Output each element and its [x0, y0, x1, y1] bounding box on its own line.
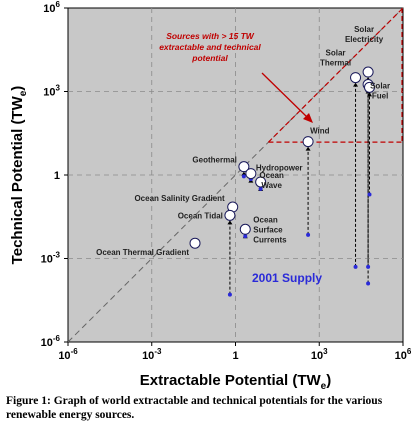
x-ticks: 10-6 10-3 1 103 106	[58, 342, 412, 362]
x-tick-label: 1	[232, 350, 238, 362]
supply-point	[306, 232, 311, 237]
source-point	[245, 168, 257, 180]
y-tick-label: 1	[54, 170, 60, 182]
supply-label: 2001 Supply	[252, 271, 322, 285]
supply-point	[366, 281, 371, 286]
y-ticks: 106 103 1 10-3 10-6	[41, 0, 68, 349]
grid-lines	[68, 8, 403, 342]
source-label: Wave	[261, 181, 282, 190]
threshold-region	[261, 7, 404, 143]
source-label: Electricity	[345, 35, 384, 44]
chart: SolarElectricitySolarThermalSolarFuelWin…	[9, 0, 412, 392]
source-point	[238, 161, 250, 173]
supply-arrowhead	[241, 171, 247, 176]
annotation-line: extractable and technical	[159, 42, 261, 52]
source-label: Ocean	[259, 171, 284, 180]
supply-arrowhead	[227, 220, 233, 225]
source-label: Solar	[326, 49, 346, 58]
supply-point	[227, 292, 232, 297]
x-axis-label: Extractable Potential (TWe)	[140, 372, 331, 392]
y-tick-label: 10-6	[41, 334, 61, 349]
y-axis-label: Technical Potential (TWe)	[9, 86, 29, 265]
supply-arrowhead	[305, 146, 311, 151]
source-label: Thermal	[320, 59, 351, 68]
diagonal-line	[67, 7, 404, 343]
supply-point	[241, 174, 246, 179]
source-label: Fuel	[372, 92, 388, 101]
supply-point	[353, 264, 358, 269]
supply-point	[367, 192, 372, 197]
source-label: Surface	[253, 225, 283, 234]
y-tick-label: 10-3	[41, 251, 61, 266]
source-point	[224, 209, 236, 221]
supply-arrowhead	[367, 92, 372, 97]
x-tick-label: 10-3	[142, 347, 162, 362]
source-label: Ocean	[253, 215, 278, 224]
supply-arrowhead	[353, 82, 359, 87]
supply-point	[366, 264, 371, 269]
annotation-arrow	[261, 72, 309, 119]
supply-point	[258, 186, 263, 191]
x-tick-label: 106	[395, 347, 412, 362]
source-point	[364, 81, 375, 93]
source-point	[350, 72, 362, 84]
y-tick-label: 106	[43, 0, 60, 15]
source-label: Hydropower	[256, 164, 303, 173]
source-point	[239, 223, 251, 235]
source-label: Wind	[310, 127, 330, 136]
source-label: Solar	[354, 25, 374, 34]
source-point	[255, 176, 267, 188]
source-label: Geothermal	[192, 156, 236, 165]
figure-caption: Figure 1: Graph of world extractable and…	[6, 395, 383, 421]
markers	[189, 66, 375, 297]
source-label: Ocean Salinity Gradient	[134, 194, 225, 203]
source-point	[302, 136, 314, 148]
source-label: Ocean Thermal Gradient	[96, 248, 189, 257]
source-label: Currents	[253, 235, 287, 244]
source-label: Solar	[370, 82, 390, 91]
annotation-line: Sources with > 15 TW	[166, 31, 255, 41]
source-point	[189, 237, 201, 249]
annotation-arrowhead	[303, 113, 313, 123]
source-point	[362, 66, 374, 78]
x-tick-label: 10-6	[58, 347, 78, 362]
x-tick-label: 103	[311, 347, 328, 362]
source-label: Ocean Tidal	[178, 211, 223, 220]
source-labels: SolarElectricitySolarThermalSolarFuelWin…	[96, 25, 390, 257]
supply-point	[243, 234, 248, 239]
y-tick-label: 103	[43, 84, 60, 99]
annotation-line: potential	[191, 53, 228, 63]
